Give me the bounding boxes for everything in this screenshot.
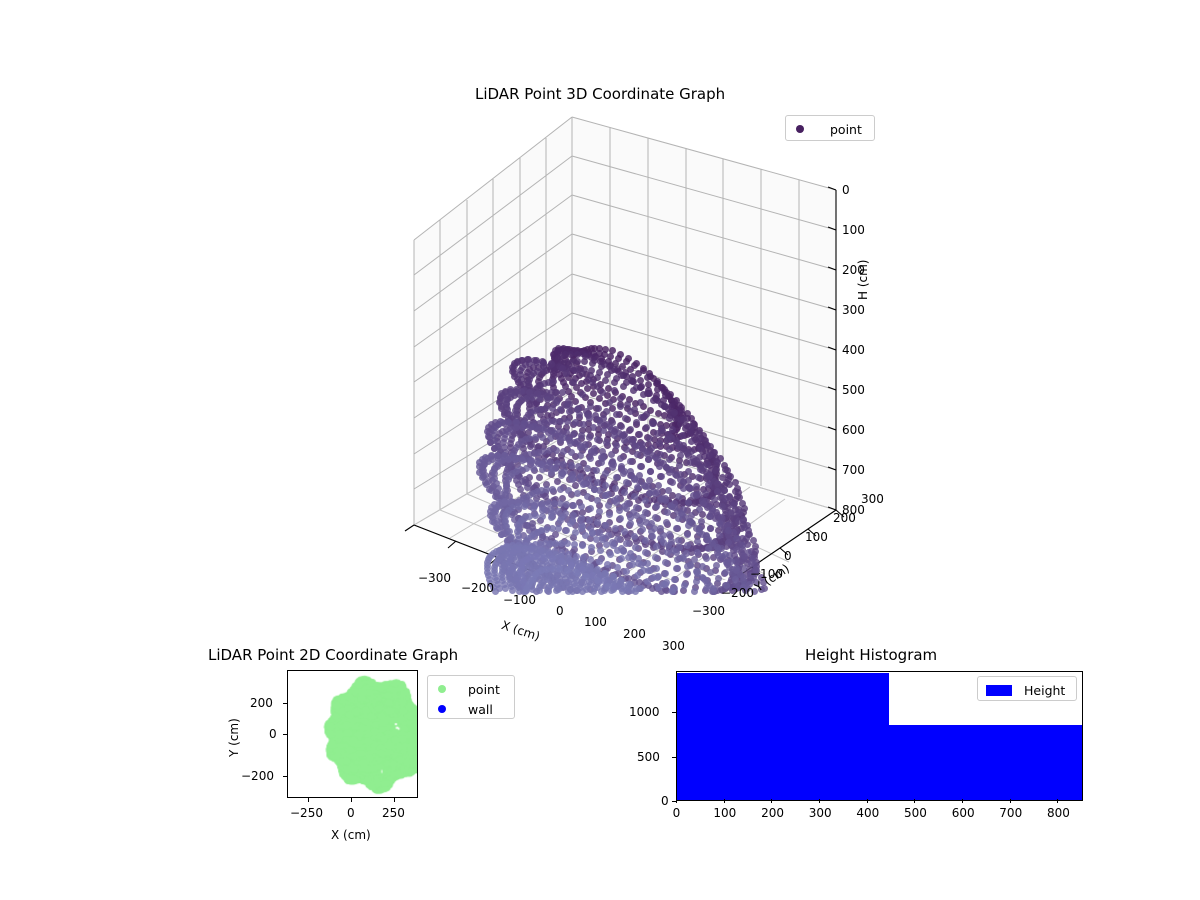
z-tick-label: 600	[842, 423, 865, 437]
legend-label: point	[830, 122, 862, 137]
x-tick-label-2d: 0	[347, 806, 355, 820]
x-tickmark-hist	[1010, 799, 1011, 803]
x-tickmark-hist	[771, 799, 772, 803]
y-tick-label-hist: 500	[637, 750, 660, 764]
y-tick-label: 200	[833, 511, 856, 525]
legend-label: wall	[468, 702, 493, 717]
x-tick-label-hist: 0	[673, 806, 681, 820]
x-tick-label-2d: 250	[382, 806, 405, 820]
legend-2d[interactable]: point wall	[427, 675, 515, 719]
x-tickmark-hist	[724, 799, 725, 803]
x-tick-label-hist: 100	[713, 806, 736, 820]
y-tickmark	[283, 776, 287, 777]
x-tickmark-hist	[867, 799, 868, 803]
histogram-bar[interactable]	[889, 725, 1082, 800]
x-tick-label: 300	[662, 639, 685, 653]
x-tick-label: −100	[503, 593, 536, 607]
x-tick-label-hist: 600	[952, 806, 975, 820]
z-tick-label: 100	[842, 223, 865, 237]
z-tick-label: 300	[842, 303, 865, 317]
panel-2d-title: LiDAR Point 2D Coordinate Graph	[208, 646, 458, 664]
legend-item-height[interactable]: Height	[978, 680, 1076, 700]
x-tickmark-hist	[1057, 799, 1058, 803]
legend-hist[interactable]: Height	[977, 676, 1077, 701]
x-tickmark-hist	[914, 799, 915, 803]
histogram-bar[interactable]	[677, 673, 889, 800]
panel-hist-title: Height Histogram	[805, 646, 937, 664]
x-tick-label-hist: 800	[1047, 806, 1070, 820]
y-tick-label-2d: 0	[269, 727, 277, 741]
x-axis-label: X (cm)	[500, 618, 542, 644]
z-tick-label: 0	[842, 183, 850, 197]
y-tick-label: −200	[721, 586, 754, 600]
y-tick-label: 300	[861, 492, 884, 506]
x-tickmark-hist	[676, 799, 677, 803]
y-axis-label-2d: Y (cm)	[227, 718, 241, 757]
y-tickmark	[283, 703, 287, 704]
x-tick-label: 0	[556, 604, 564, 618]
x-tick-label-hist: 200	[761, 806, 784, 820]
y-tick-label-hist: 0	[661, 794, 669, 808]
legend-label: point	[468, 682, 500, 697]
legend-item-wall[interactable]: wall	[428, 699, 514, 719]
legend-item-point[interactable]: point	[786, 119, 874, 139]
axes-3d-scatter[interactable]	[400, 110, 880, 580]
x-tick-label-hist: 500	[904, 806, 927, 820]
x-tickmark-hist	[819, 799, 820, 803]
x-tickmark	[308, 798, 309, 802]
x-tick-label: −200	[461, 581, 494, 595]
z-axis-label: H (cm)	[856, 260, 870, 301]
x-tick-label-2d: −250	[290, 806, 323, 820]
point-marker-icon	[796, 125, 804, 133]
y-tick-label: 0	[784, 549, 792, 563]
x-tick-label: 100	[584, 615, 607, 629]
x-tick-label: 200	[623, 627, 646, 641]
x-tickmark	[394, 798, 395, 802]
legend-label: Height	[1024, 683, 1065, 698]
x-tick-label: −300	[418, 571, 451, 585]
z-tick-label: 500	[842, 383, 865, 397]
legend-item-point[interactable]: point	[428, 679, 514, 699]
legend-3d[interactable]: point	[785, 115, 875, 141]
z-tick-label: 700	[842, 463, 865, 477]
scatter-2d-canvas	[288, 671, 417, 797]
x-axis-label-2d: X (cm)	[331, 828, 371, 842]
x-tick-label-hist: 700	[999, 806, 1022, 820]
panel-3d-title: LiDAR Point 3D Coordinate Graph	[475, 85, 725, 103]
y-tick-label-2d: −200	[241, 769, 274, 783]
y-tick-label: −300	[692, 604, 725, 618]
y-tickmark-hist	[672, 712, 676, 713]
y-tick-label-2d: 200	[250, 696, 273, 710]
y-tick-label: 100	[805, 530, 828, 544]
x-tick-label-hist: 400	[856, 806, 879, 820]
axes-2d-scatter[interactable]	[287, 670, 418, 798]
matplotlib-figure: LiDAR Point 3D Coordinate Graph	[0, 0, 1200, 900]
z-tick-label: 400	[842, 343, 865, 357]
point-cloud-3d	[400, 110, 880, 580]
y-tickmark	[283, 734, 287, 735]
height-patch-icon	[986, 685, 1012, 696]
x-tickmark-hist	[962, 799, 963, 803]
wall-marker-icon	[438, 705, 446, 713]
y-tick-label-hist: 1000	[629, 705, 660, 719]
point-marker-icon	[438, 685, 446, 693]
x-tick-label-hist: 300	[809, 806, 832, 820]
x-tickmark	[351, 798, 352, 802]
y-tickmark-hist	[672, 757, 676, 758]
